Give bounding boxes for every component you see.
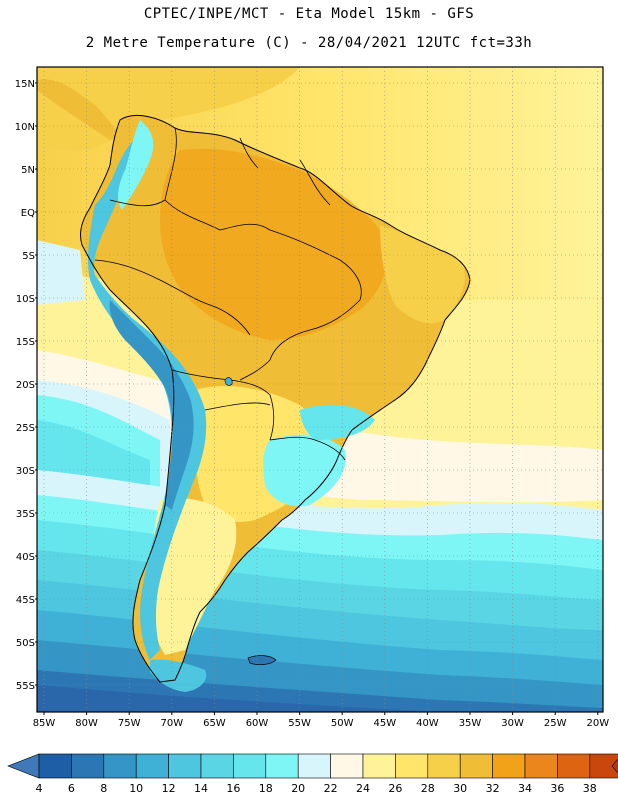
- colorbar-over-arrow: [611, 758, 618, 774]
- colorbar-cell: [200, 753, 234, 779]
- land-hot-interior: [160, 148, 388, 340]
- colorbar-label: 10: [129, 782, 143, 795]
- colorbar-under-arrow: [7, 753, 40, 779]
- colorbar-cell: [168, 753, 202, 779]
- colorbar-cell: [233, 753, 267, 779]
- ocean-band-peru-cool: [37, 240, 85, 305]
- ocean-band-4: [37, 685, 440, 712]
- colorbar-label: 4: [36, 782, 43, 795]
- latitude-labels: 15N 10N 5N EQ 5S 10S 15S 20S 25S 30S 35S 40S 45S 50S 5…: [15, 79, 37, 692]
- lat-label: 30S: [16, 466, 35, 477]
- colorbar-label: 6: [68, 782, 75, 795]
- colorbar-cell: [38, 753, 72, 779]
- lon-label: 70W: [160, 718, 183, 729]
- colorbar-label: 24: [356, 782, 370, 795]
- lat-label: 50S: [16, 638, 35, 649]
- colorbar-label: 32: [486, 782, 500, 795]
- lat-label: 15S: [16, 337, 35, 348]
- land-south-brazil-cool: [300, 404, 375, 440]
- colorbar-label: 26: [388, 782, 402, 795]
- colorbar-label: 22: [324, 782, 338, 795]
- lon-label: 25W: [544, 718, 567, 729]
- colorbar-cell: [557, 753, 591, 779]
- lat-label: 10S: [16, 294, 35, 305]
- colorbar-label: 28: [421, 782, 435, 795]
- colorbar-label: 16: [226, 782, 240, 795]
- colorbar-label: 14: [194, 782, 208, 795]
- land-andes-coldest: [109, 300, 194, 510]
- colorbar-cell: [362, 753, 396, 779]
- colorbar-label: 20: [291, 782, 305, 795]
- coastline: [79, 115, 471, 683]
- lon-label: 85W: [33, 718, 56, 729]
- lon-label: 65W: [203, 718, 226, 729]
- colorbar-cell: [330, 753, 364, 779]
- lon-label: 20W: [586, 718, 609, 729]
- colorbar-cell: [427, 753, 461, 779]
- lon-label: 75W: [118, 718, 141, 729]
- colorbar-cell: [524, 753, 558, 779]
- lon-label: 30W: [501, 718, 524, 729]
- map-field: [37, 67, 603, 712]
- land-falklands: [247, 655, 277, 666]
- colorbar-label: 38: [583, 782, 597, 795]
- colorbar-cell: [71, 753, 105, 779]
- lon-label: 55W: [288, 718, 311, 729]
- colorbar-cell: [492, 753, 526, 779]
- lat-label: 5S: [22, 251, 35, 262]
- colorbar-label: 30: [453, 782, 467, 795]
- colorbar-cell: [297, 753, 331, 779]
- lon-label: 35W: [459, 718, 482, 729]
- lat-label: 20S: [16, 380, 35, 391]
- lat-label: 5N: [21, 165, 35, 176]
- lon-label: 40W: [416, 718, 439, 729]
- land-uruguay-cool: [263, 434, 346, 507]
- lon-label: 80W: [75, 718, 98, 729]
- colorbar-cell: [265, 753, 299, 779]
- colorbar-labels: 4 6 8 10 12 14 16 18 20 22 24 26 28 30 32 34 36 38: [36, 782, 597, 795]
- colorbar-label: 36: [550, 782, 564, 795]
- country-borders: [94, 127, 362, 461]
- lat-label: 45S: [16, 595, 35, 606]
- lat-label: 55S: [16, 681, 35, 692]
- colorbar-cell: [395, 753, 429, 779]
- land-andes-north: [118, 120, 154, 210]
- colorbar-label: 18: [259, 782, 273, 795]
- chart-title-line2: 2 Metre Temperature (C) - 28/04/2021 12U…: [85, 35, 533, 51]
- colorbar-cells: [7, 753, 618, 779]
- lon-label: 50W: [331, 718, 354, 729]
- colorbar-label: 12: [162, 782, 176, 795]
- lat-label: 15N: [15, 79, 35, 90]
- lon-label: 45W: [373, 718, 396, 729]
- chart-title-line1: CPTEC/INPE/MCT - Eta Model 15km - GFS: [143, 6, 475, 22]
- lat-label: 10N: [15, 122, 35, 133]
- land-northeast: [380, 225, 465, 324]
- lat-label: 25S: [16, 423, 35, 434]
- colorbar-label: 8: [100, 782, 107, 795]
- lat-label: 40S: [16, 552, 35, 563]
- colorbar-cell: [459, 753, 493, 779]
- land-tierra-del-fuego: [150, 659, 207, 692]
- colorbar-cell: [135, 753, 169, 779]
- lat-label: EQ: [21, 208, 35, 219]
- map-frame: [36, 66, 604, 713]
- lat-label: 35S: [16, 509, 35, 520]
- lake-titicaca: [224, 377, 233, 386]
- colorbar-cell: [103, 753, 137, 779]
- colorbar-cell: [589, 753, 618, 779]
- colorbar-label: 34: [518, 782, 532, 795]
- longitude-labels: 85W 80W 75W 70W 65W 60W 55W 50W 45W 40W 35W 30W 25W 2…: [33, 712, 609, 729]
- land-central-america: [37, 79, 120, 140]
- lon-label: 60W: [246, 718, 269, 729]
